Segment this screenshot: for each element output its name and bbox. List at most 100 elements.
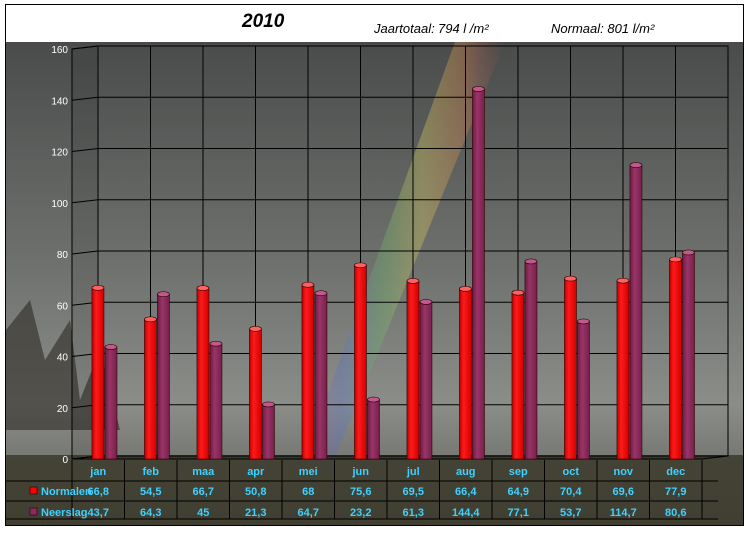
y-tick-label: 100 (51, 199, 68, 210)
bar-cap (511, 289, 525, 296)
bar-cap (419, 299, 433, 305)
bar-body (577, 321, 590, 460)
bar-body (524, 261, 538, 460)
category-label: feb (143, 466, 160, 478)
y-tick-label: 60 (57, 301, 69, 312)
bar-cap (301, 281, 315, 288)
y-tick-label: 160 (51, 45, 68, 56)
bar-body (104, 346, 118, 460)
bar-cap (209, 340, 223, 347)
y-tick-label: 40 (57, 353, 69, 364)
category-label: jan (89, 466, 106, 478)
data-label: 43,7 (88, 507, 109, 519)
bar-body (616, 280, 630, 460)
bar-body (564, 278, 577, 460)
bar-neerslag (157, 291, 170, 460)
year-total-label: Jaartotaal: (374, 21, 435, 36)
bar-body (419, 301, 433, 460)
bar-cap (249, 326, 262, 332)
data-label: 50,8 (245, 486, 266, 498)
bar-body (459, 288, 472, 460)
category-label: mei (299, 466, 318, 478)
bar-body (472, 88, 485, 460)
bar-body (511, 292, 525, 460)
bar-normalen (406, 278, 420, 460)
bar-neerslag (262, 401, 275, 460)
bar-normalen (616, 277, 630, 460)
bar-cap (524, 258, 538, 265)
data-label: 70,4 (560, 486, 582, 498)
data-label: 68 (302, 486, 314, 498)
category-label: apr (247, 466, 265, 478)
bar-body (144, 319, 157, 460)
bar-body (196, 287, 210, 460)
legend-swatch (29, 486, 38, 495)
gridline-side (71, 45, 99, 50)
data-label: 64,9 (508, 486, 529, 498)
bar-normalen (91, 285, 105, 460)
y-tick-label: 20 (57, 404, 69, 415)
bar-body (301, 284, 315, 460)
data-label: 23,2 (350, 507, 371, 519)
bar-body (669, 259, 682, 460)
data-label: 53,7 (560, 507, 581, 519)
bar-body (249, 328, 262, 460)
bar-cap (472, 86, 485, 92)
bar-normalen (459, 286, 472, 460)
normal-total-label: Normaal: 801 l/m² (551, 21, 655, 36)
bar-cap (616, 277, 630, 284)
bar-neerslag (314, 290, 328, 460)
bar-body (91, 287, 105, 460)
data-label: 77,9 (665, 486, 686, 498)
bar-body (157, 293, 170, 460)
y-tick-label: 80 (57, 250, 69, 261)
chart-title: 2010 (242, 11, 285, 32)
bar-cap (682, 249, 695, 256)
data-label: 69,5 (403, 486, 424, 498)
series-name: Neerslag (41, 507, 87, 519)
bar-cap (669, 256, 682, 263)
data-label: 66,4 (455, 486, 477, 498)
bar-body (262, 404, 275, 460)
bar-normalen (354, 262, 367, 460)
y-tick-label: 0 (62, 455, 68, 466)
category-label: aug (456, 466, 476, 478)
bar-normalen (564, 275, 577, 460)
data-label: 66,7 (193, 486, 214, 498)
bar-normalen (511, 289, 525, 460)
bar-cap (262, 401, 275, 408)
gridline-side (71, 148, 99, 152)
bar-cap (196, 285, 210, 291)
bar-cap (157, 291, 170, 298)
bar-cap (104, 344, 118, 350)
bar-cap (314, 290, 328, 297)
category-label: nov (613, 466, 633, 478)
data-label: 114,7 (610, 507, 637, 519)
bar-neerslag (524, 258, 538, 460)
series-name: Normalen (41, 486, 92, 498)
bar-body (682, 252, 695, 460)
y-tick-label: 140 (51, 96, 68, 107)
bar-cap (577, 318, 590, 325)
bar-cap (459, 286, 472, 292)
bar-cap (564, 275, 577, 282)
bar-normalen (669, 256, 682, 460)
bar-cap (91, 285, 105, 291)
data-label: 61,3 (403, 507, 424, 519)
data-label: 54,5 (140, 486, 161, 498)
bar-body (209, 343, 223, 460)
bar-cap (354, 262, 367, 269)
bar-neerslag (419, 299, 433, 460)
bar-body (354, 264, 367, 460)
category-label: jul (406, 466, 420, 478)
bar-body (406, 280, 420, 460)
bar-body (629, 164, 643, 460)
category-label: dec (666, 466, 685, 478)
bar-cap (406, 278, 420, 284)
chart-header: 2010 Jaartotaal: 794 l /m² Normaal: 801 … (6, 5, 743, 43)
bar-normalen (196, 285, 210, 460)
data-label: 77,1 (508, 507, 529, 519)
bar-cap (367, 396, 380, 403)
bar-neerslag (629, 162, 643, 460)
